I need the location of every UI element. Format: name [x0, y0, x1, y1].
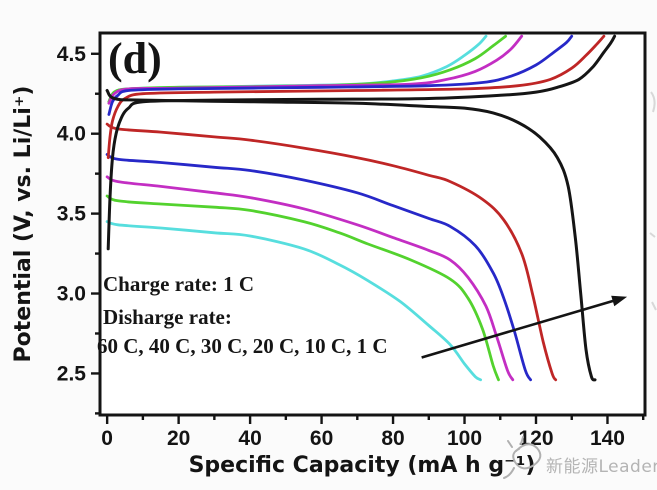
doodle-scribble-icon	[503, 436, 542, 479]
series-20C-charge-curve	[107, 34, 574, 116]
y-tick-label: 3.5	[57, 203, 87, 226]
y-tick-label: 3.0	[57, 283, 86, 306]
x-tick-label: 20	[167, 427, 190, 450]
annotation-charge-rate: Charge rate: 1 C	[103, 272, 254, 296]
series-30C-charge-curve	[107, 34, 524, 105]
series-40C-discharge-curve	[105, 194, 500, 382]
x-axis-title: Specific Capacity (mA h g⁻¹)	[189, 453, 536, 478]
watermark: 新能源Leader	[503, 436, 657, 479]
rate-direction-arrow	[421, 295, 628, 359]
arrow-shaft	[421, 298, 617, 359]
y-axis-title: Potential (V, vs. Li/Li⁺)	[11, 86, 36, 363]
x-tick-label: 140	[590, 427, 625, 450]
series-20C-discharge-curve	[105, 153, 532, 382]
x-tick-label: 40	[238, 427, 261, 450]
y-tick-label: 2.5	[57, 362, 87, 385]
y-tick-label: 4.5	[57, 43, 87, 66]
series-30C-discharge-curve	[105, 175, 515, 382]
plot-background	[100, 33, 645, 415]
x-tick-label: 60	[310, 427, 333, 450]
x-tick-label: 100	[447, 427, 482, 450]
series-60C-discharge-curve	[105, 220, 482, 382]
x-tick-label: 80	[381, 427, 404, 450]
series-1C-charge-curve	[106, 34, 617, 251]
plot-frame	[98, 31, 647, 417]
x-tick-labels: 0 20 40 60 80 100 120 140	[101, 427, 625, 450]
series-10C-discharge-curve	[105, 122, 558, 382]
series-10C-charge-curve	[106, 34, 606, 160]
annotation-discharge-rates: 60 C, 40 C, 30 C, 20 C, 10 C, 1 C	[97, 334, 388, 358]
watermark-text: 新能源Leader	[546, 457, 657, 477]
axis-ticks	[91, 52, 645, 424]
x-tick-label: 0	[101, 427, 113, 450]
y-tick-labels: 2.5 3.0 3.5 4.0 4.5	[57, 43, 87, 386]
arrow-head	[611, 295, 628, 307]
annotation-discharge-rate-label: Disharge rate:	[103, 305, 232, 329]
curve-series-group	[105, 34, 617, 382]
y-tick-label: 4.0	[57, 123, 86, 146]
right-edge-artifact	[649, 91, 657, 311]
panel-label: (d)	[108, 34, 162, 83]
